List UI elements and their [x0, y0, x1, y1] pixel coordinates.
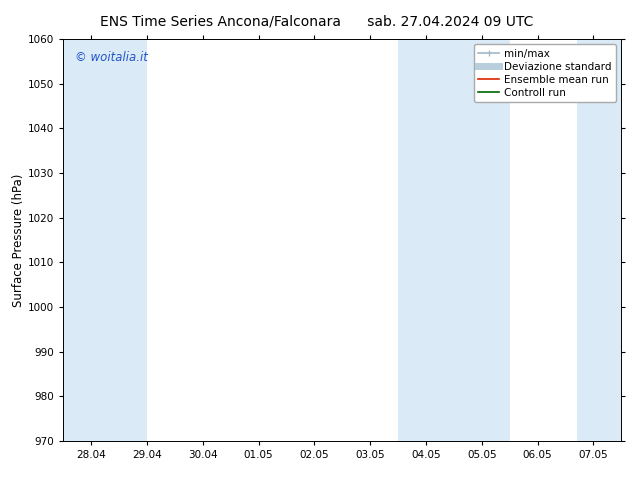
- Y-axis label: Surface Pressure (hPa): Surface Pressure (hPa): [12, 173, 25, 307]
- Bar: [398, 39, 510, 441]
- Bar: [63, 39, 147, 441]
- Text: ENS Time Series Ancona/Falconara      sab. 27.04.2024 09 UTC: ENS Time Series Ancona/Falconara sab. 27…: [100, 15, 534, 29]
- Bar: [577, 39, 621, 441]
- Legend: min/max, Deviazione standard, Ensemble mean run, Controll run: min/max, Deviazione standard, Ensemble m…: [474, 45, 616, 102]
- Text: © woitalia.it: © woitalia.it: [75, 51, 148, 64]
